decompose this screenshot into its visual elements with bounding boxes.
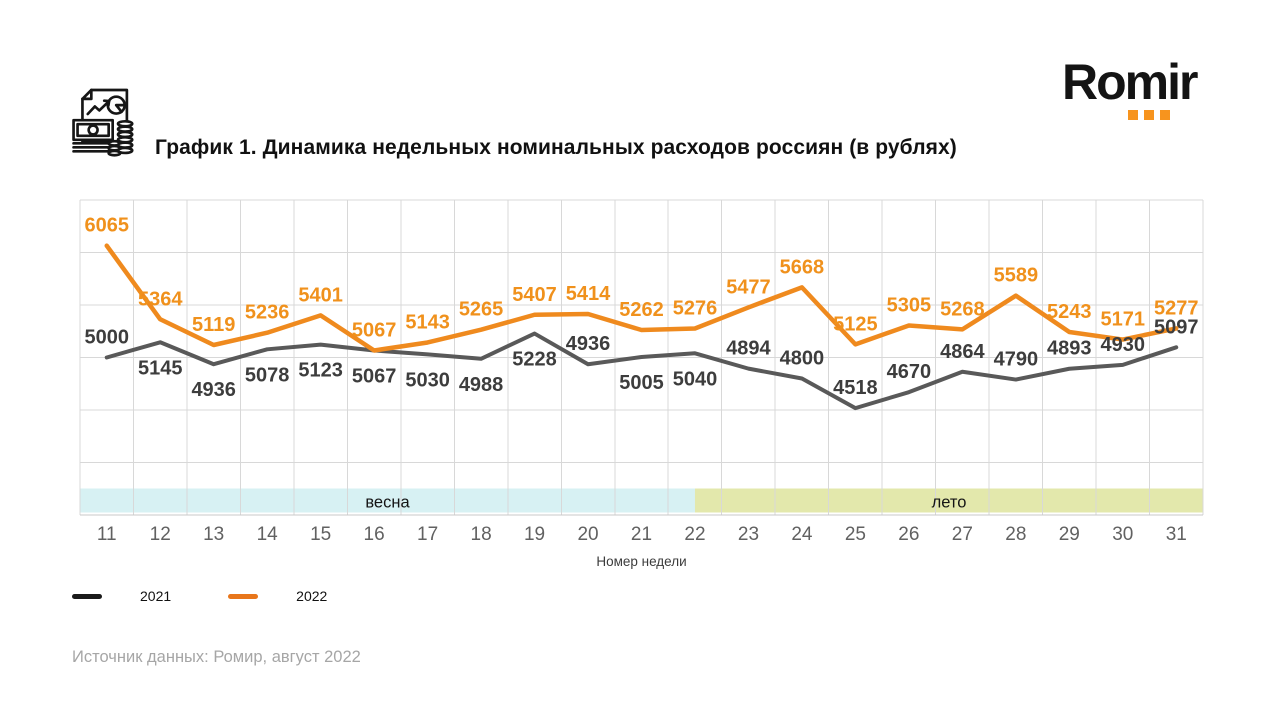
legend: 2021 2022 [72, 588, 384, 604]
x-tick-label: 12 [150, 524, 171, 545]
season-band-spring [80, 488, 695, 513]
data-label-2022-w18: 5265 [459, 299, 504, 321]
logo-dot [1144, 110, 1154, 120]
series-line-2021 [104, 331, 1179, 411]
x-tick-label: 16 [364, 524, 385, 545]
data-label-2022-w19: 5407 [512, 284, 557, 306]
data-label-2021-w15: 5123 [298, 360, 343, 382]
data-label-2021-w16: 5067 [352, 365, 397, 387]
x-axis-title: Номер недели [596, 554, 687, 569]
data-label-2022-w14: 5236 [245, 302, 290, 324]
data-label-2021-w31: 5097 [1154, 316, 1199, 338]
series-line-2022 [104, 243, 1179, 353]
data-label-2022-w13: 5119 [192, 314, 235, 336]
logo-dot [1160, 110, 1170, 120]
x-tick-label: 31 [1166, 524, 1187, 545]
data-label-2022-w25: 5125 [833, 313, 878, 335]
data-label-2022-w23: 5477 [726, 276, 771, 298]
legend-swatch-2021 [72, 593, 102, 599]
x-tick-label: 23 [738, 524, 759, 545]
x-tick-label: 29 [1059, 524, 1080, 545]
data-label-2021-w22: 5040 [673, 368, 718, 390]
data-label-2021-w25: 4518 [833, 377, 878, 399]
x-tick-label: 24 [791, 524, 813, 545]
data-label-2021-w29: 4893 [1047, 338, 1092, 360]
source-note: Источник данных: Ромир, август 2022 [72, 648, 361, 666]
legend-label-2022: 2022 [296, 588, 328, 604]
data-label-2021-w18: 4988 [459, 374, 504, 396]
data-label-2021-w30: 4930 [1101, 334, 1146, 356]
x-tick-label: 18 [471, 524, 492, 545]
data-label-2021-w20: 4936 [566, 333, 611, 355]
money-report-icon [72, 88, 134, 157]
data-label-2021-w17: 5030 [405, 369, 450, 391]
data-label-2022-w16: 5067 [352, 319, 397, 341]
x-tick-label: 17 [417, 524, 438, 545]
x-tick-label: 28 [1005, 524, 1026, 545]
data-label-2021-w13: 4936 [191, 379, 236, 401]
data-label-2021-w19: 5228 [512, 349, 557, 371]
x-tick-label: 20 [577, 524, 598, 545]
data-label-2021-w26: 4670 [887, 361, 932, 383]
season-band-label-spring: весна [365, 494, 410, 512]
data-label-2021-w11: 5000 [84, 327, 129, 349]
x-tick-label: 21 [631, 524, 652, 545]
data-label-2021-w12: 5145 [138, 357, 183, 379]
data-label-2021-w24: 4800 [780, 348, 825, 370]
data-label-2022-w15: 5401 [298, 284, 343, 306]
x-tick-label: 14 [257, 524, 279, 545]
legend-label-2021: 2021 [140, 588, 172, 604]
data-label-2021-w23: 4894 [726, 338, 771, 360]
data-label-2022-w27: 5268 [940, 298, 985, 320]
x-tick-label: 19 [524, 524, 545, 545]
data-label-2022-w28: 5589 [994, 265, 1039, 287]
x-tick-label: 11 [97, 524, 117, 545]
x-tick-label: 30 [1112, 524, 1133, 545]
x-tick-label: 27 [952, 524, 973, 545]
romir-logo-dots [1128, 110, 1170, 120]
chart-title: График 1. Динамика недельных номинальных… [155, 136, 957, 159]
data-label-2022-w31: 5277 [1154, 297, 1199, 319]
season-band-label-summer: лето [932, 494, 967, 512]
x-tick-label: 15 [310, 524, 331, 545]
x-tick-label: 13 [203, 524, 224, 545]
x-tick-label: 22 [684, 524, 705, 545]
data-label-2022-w26: 5305 [887, 294, 932, 316]
data-label-2022-w24: 5668 [780, 256, 825, 278]
romir-logo: Romir [1062, 54, 1198, 110]
data-label-2022-w12: 5364 [138, 288, 183, 310]
data-label-2022-w30: 5171 [1101, 309, 1146, 331]
data-label-2022-w17: 5143 [405, 311, 450, 333]
logo-dot [1128, 110, 1138, 120]
data-label-2022-w21: 5262 [619, 299, 664, 321]
season-band-summer [694, 488, 1203, 513]
data-label-2022-w29: 5243 [1047, 301, 1092, 323]
data-label-2021-w14: 5078 [245, 364, 290, 386]
data-label-2022-w11: 6065 [84, 215, 129, 237]
data-label-2021-w21: 5005 [619, 372, 664, 394]
data-label-2022-w22: 5276 [673, 298, 718, 320]
data-label-2021-w27: 4864 [940, 341, 985, 363]
legend-swatch-2022 [228, 593, 259, 599]
data-label-2021-w28: 4790 [994, 349, 1039, 371]
x-tick-label: 26 [898, 524, 919, 545]
data-label-2022-w20: 5414 [566, 283, 611, 305]
x-tick-label: 25 [845, 524, 866, 545]
